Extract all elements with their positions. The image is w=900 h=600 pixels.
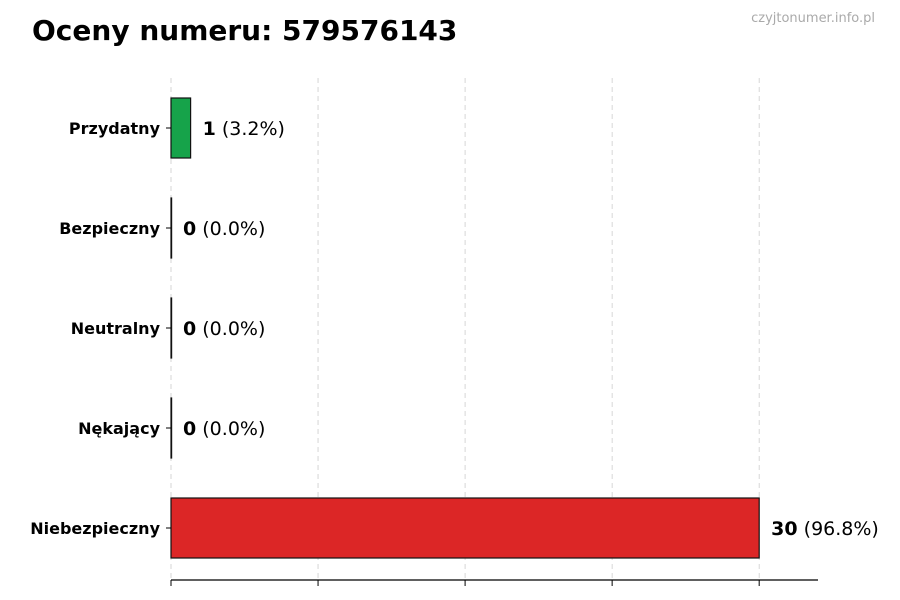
percent-label: (0.0%) — [196, 218, 265, 240]
data-label: 30 (96.8%) — [771, 518, 879, 540]
value-label: 30 — [771, 518, 797, 540]
bar — [170, 397, 173, 459]
bar — [170, 497, 760, 559]
value-label: 0 — [183, 318, 196, 340]
watermark: czyjtonumer.info.pl — [751, 11, 875, 26]
category-label: Przydatny — [69, 119, 161, 138]
data-label: 1 (3.2%) — [203, 118, 285, 140]
chart-title: Oceny numeru: 579576143 — [32, 14, 457, 47]
value-label: 0 — [183, 218, 196, 240]
data-label: 0 (0.0%) — [183, 418, 265, 440]
value-label: 1 — [203, 118, 216, 140]
category-label: Nękający — [78, 419, 160, 438]
percent-label: (0.0%) — [196, 318, 265, 340]
value-label: 0 — [183, 418, 196, 440]
percent-label: (0.0%) — [196, 418, 265, 440]
category-label: Bezpieczny — [59, 219, 160, 238]
data-label: 0 (0.0%) — [183, 218, 265, 240]
bar — [170, 197, 173, 259]
bar — [170, 97, 192, 159]
percent-label: (3.2%) — [216, 118, 285, 140]
bar — [170, 297, 173, 359]
category-label: Neutralny — [71, 319, 161, 338]
category-label: Niebezpieczny — [30, 519, 160, 538]
data-label: 0 (0.0%) — [183, 318, 265, 340]
percent-label: (96.8%) — [798, 518, 879, 540]
